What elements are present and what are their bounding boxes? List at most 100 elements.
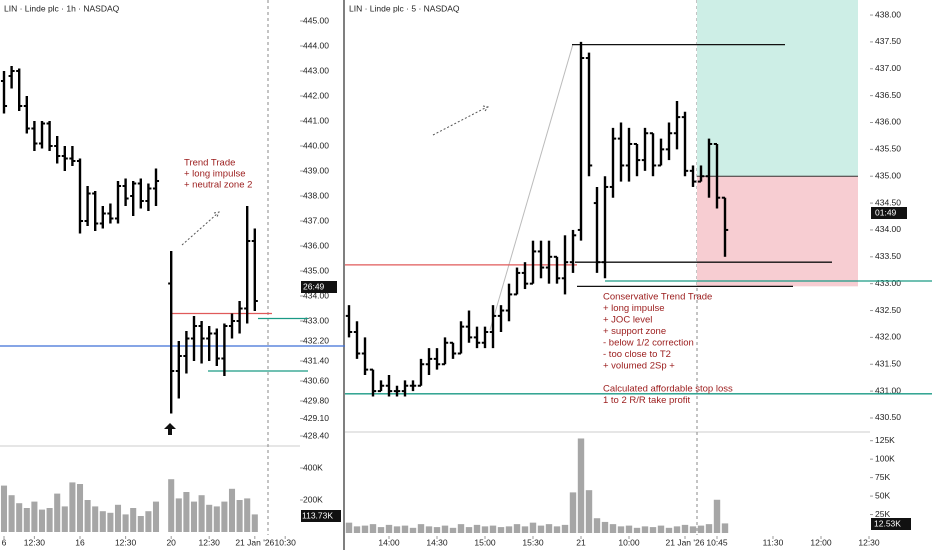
volume-bar <box>130 508 137 532</box>
annotation: + long impulse <box>184 169 246 180</box>
volume-tick-label: 100K <box>875 453 895 463</box>
y-tick-label: 431.50 <box>875 358 901 368</box>
volume-bar <box>122 514 129 532</box>
annotation: - below 1/2 correction <box>603 338 694 349</box>
y-tick-label: 443.00 <box>303 65 329 75</box>
countdown-box <box>301 281 337 293</box>
volume-tick-label: 75K <box>875 472 890 482</box>
volume-bar <box>481 526 489 533</box>
x-tick-label: 10:30 <box>275 537 297 547</box>
y-tick-label: 436.50 <box>875 90 901 100</box>
volume-label-box <box>301 510 341 522</box>
y-tick-label: 429.80 <box>303 395 329 405</box>
y-tick-label: 442.00 <box>303 90 329 100</box>
y-tick-label: 432.20 <box>303 335 329 345</box>
volume-bar <box>473 524 481 533</box>
volume-bar <box>190 501 198 532</box>
volume-bar <box>545 524 553 533</box>
y-tick-label: 435.00 <box>303 265 329 275</box>
volume-bar <box>38 509 46 532</box>
y-tick-label: 429.10 <box>303 413 329 423</box>
volume-bar <box>76 484 84 532</box>
y-tick-label: 430.50 <box>875 412 901 422</box>
y-tick-label: 438.00 <box>303 190 329 200</box>
target-zone <box>697 0 858 177</box>
volume-bar <box>553 526 561 533</box>
y-tick-label: 444.00 <box>303 40 329 50</box>
volume-bar <box>633 527 641 533</box>
y-tick-label: 431.00 <box>875 385 901 395</box>
volume-bar <box>617 526 625 533</box>
volume-bar <box>183 492 190 532</box>
volume-bar <box>114 504 122 532</box>
x-tick-label: 12:30 <box>115 537 137 547</box>
volume-bar <box>433 527 441 533</box>
y-tick-label: 434.00 <box>303 290 329 300</box>
volume-bar <box>84 500 91 532</box>
volume-bar <box>593 518 601 533</box>
y-tick-label: 441.00 <box>303 115 329 125</box>
volume-bar <box>657 525 665 533</box>
volume-tick-label: 125K <box>875 435 895 445</box>
trend-line <box>489 43 574 331</box>
y-tick-label: 437.00 <box>303 215 329 225</box>
y-tick-label: 434.50 <box>875 197 901 207</box>
annotation: + neutral zone 2 <box>184 180 252 191</box>
y-tick-label: 439.00 <box>303 165 329 175</box>
volume-bar <box>244 498 251 532</box>
volume-bar <box>721 523 729 533</box>
volume-bar <box>409 527 417 533</box>
volume-bar <box>425 526 433 533</box>
y-tick-label: 445.00 <box>303 15 329 25</box>
volume-bar <box>23 508 30 532</box>
volume-bar <box>641 526 649 533</box>
volume-bar <box>497 527 505 533</box>
annotation: - too close to T2 <box>603 349 671 360</box>
volume-bar <box>69 482 76 532</box>
x-tick-label: 21 Jan '26 <box>235 537 274 547</box>
volume-bar <box>713 499 721 533</box>
volume-bar <box>689 526 697 533</box>
countdown: 26:49 <box>303 281 325 291</box>
volume-bar <box>175 498 182 532</box>
volume-tick-label: 200K <box>303 494 323 504</box>
volume-bar <box>61 506 68 532</box>
y-tick-label: 437.00 <box>875 63 901 73</box>
x-tick-label: 15:30 <box>522 537 544 547</box>
x-tick-label: 11:30 <box>763 537 784 547</box>
volume-bar <box>529 522 537 533</box>
volume-bar <box>441 525 449 533</box>
y-tick-label: 433.00 <box>875 278 901 288</box>
dashed-arrow <box>432 105 489 136</box>
chart-title: LIN · Linde plc · 1h · NASDAQ <box>4 3 120 13</box>
volume-tick-label: 400K <box>303 462 323 472</box>
dashed-arrow <box>181 211 220 246</box>
volume-bar <box>206 504 213 532</box>
annotation: + volumed 2Sp + <box>603 361 675 372</box>
y-tick-label: 435.50 <box>875 144 901 154</box>
volume-bar <box>152 501 160 532</box>
volume-bar <box>673 526 681 533</box>
volume-bar <box>665 527 673 533</box>
x-tick-label: 12:00 <box>810 537 832 547</box>
volume-bar <box>369 524 377 533</box>
y-tick-label: 438.00 <box>875 9 901 19</box>
x-tick-label: 10:00 <box>618 537 640 547</box>
volume-bar <box>377 527 385 533</box>
annotation: Conservative Trend Trade <box>603 292 712 303</box>
volume-bar <box>601 521 609 533</box>
x-tick-label: 12:30 <box>24 537 46 547</box>
y-tick-label: 433.00 <box>303 315 329 325</box>
x-tick-label: 20 <box>166 537 176 547</box>
annotation: + JOC level <box>603 315 652 326</box>
arrow-icon <box>164 423 176 435</box>
y-tick-label: 432.00 <box>875 332 901 342</box>
y-tick-label: 432.50 <box>875 305 901 315</box>
x-tick-label: 12:30 <box>199 537 221 547</box>
volume-bar <box>213 506 220 532</box>
y-tick-label: 435.00 <box>875 170 901 180</box>
y-tick-label: 428.40 <box>303 430 329 440</box>
y-tick-label: 430.60 <box>303 375 329 385</box>
annotation: 1 to 2 R/R take profit <box>603 395 690 406</box>
